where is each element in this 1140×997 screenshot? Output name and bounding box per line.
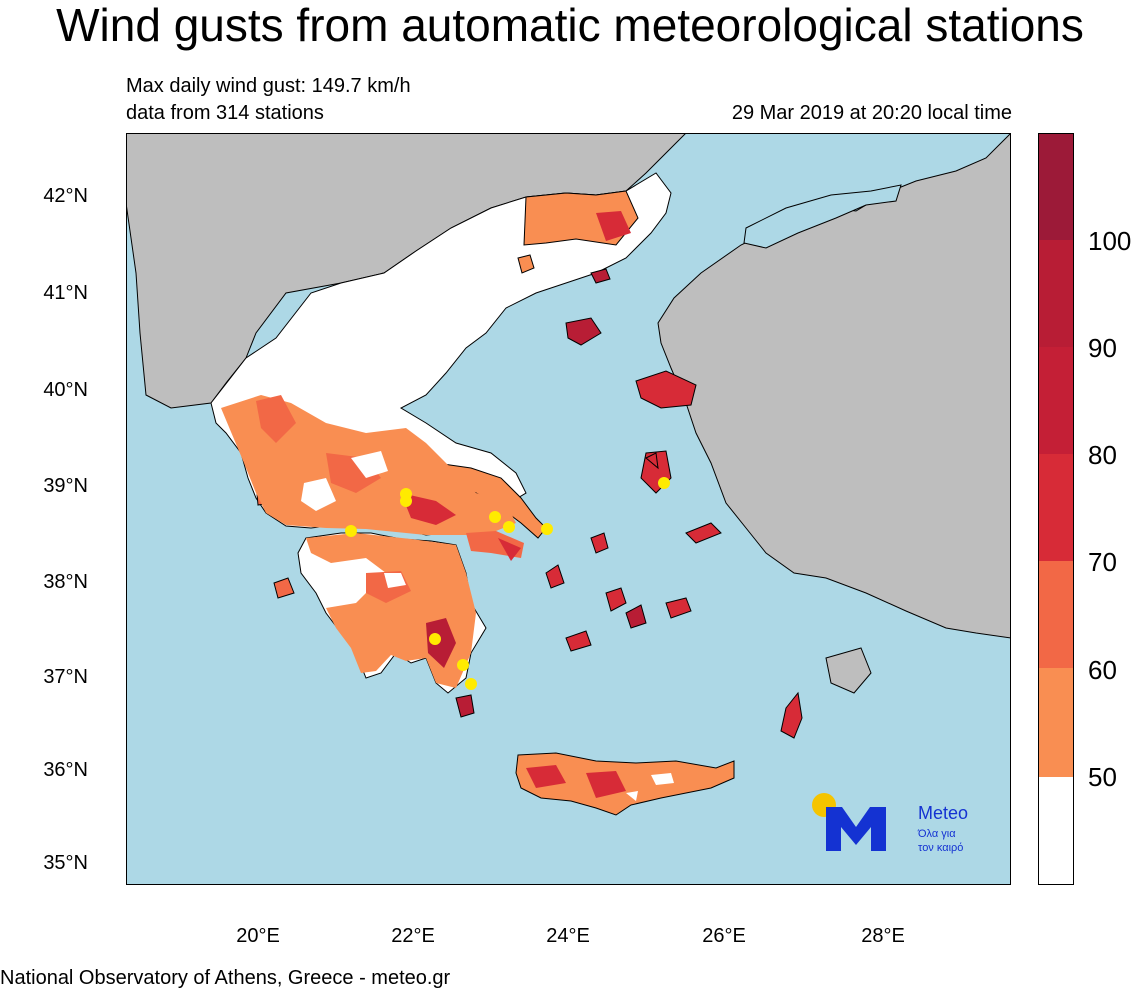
lon-label: 24°E	[546, 925, 590, 947]
timestamp-text: 29 Mar 2019 at 20:20 local time	[731, 102, 1012, 124]
colorbar-band	[1038, 347, 1074, 454]
meteo-logo	[812, 793, 886, 851]
colorbar	[1038, 133, 1074, 885]
footer-credit: National Observatory of Athens, Greece -…	[0, 967, 451, 989]
colorbar-label: 80	[1088, 440, 1117, 470]
lat-label: 38°N	[43, 571, 88, 593]
colorbar-band	[1038, 561, 1074, 668]
map-title: Wind gusts from automatic meteorological…	[56, 0, 1084, 51]
colorbar-label: 70	[1088, 547, 1117, 577]
lat-label: 36°N	[43, 759, 88, 781]
lat-label: 39°N	[43, 475, 88, 497]
colorbar-band	[1038, 668, 1074, 777]
lat-label: 41°N	[43, 282, 88, 304]
colorbar-label: 50	[1088, 762, 1117, 792]
lat-label: 35°N	[43, 852, 88, 874]
colorbar-band	[1038, 454, 1074, 561]
station-markers	[345, 477, 670, 690]
station-count-text: data from 314 stations	[126, 102, 324, 124]
colorbar-label: 60	[1088, 655, 1117, 685]
logo-tagline-1: Όλα για	[918, 828, 956, 840]
lon-label: 20°E	[236, 925, 280, 947]
colorbar-label: 90	[1088, 333, 1117, 363]
lon-label: 28°E	[861, 925, 905, 947]
lat-label: 37°N	[43, 666, 88, 688]
colorbar-band	[1038, 777, 1074, 885]
crete	[515, 752, 735, 816]
colorbar-band	[1038, 133, 1074, 240]
lat-label: 42°N	[43, 185, 88, 207]
logo-name: Meteo	[918, 803, 969, 823]
lon-label: 22°E	[391, 925, 435, 947]
colorbar-band	[1038, 240, 1074, 347]
marmara-sea	[743, 184, 902, 249]
max-gust-text: Max daily wind gust: 149.7 km/h	[126, 75, 411, 97]
logo-tagline-2: τον καιρό	[918, 842, 964, 854]
lon-label: 26°E	[702, 925, 746, 947]
colorbar-label: 100	[1088, 226, 1132, 256]
wind-gust-map	[126, 133, 1011, 885]
lat-label: 40°N	[43, 379, 88, 401]
